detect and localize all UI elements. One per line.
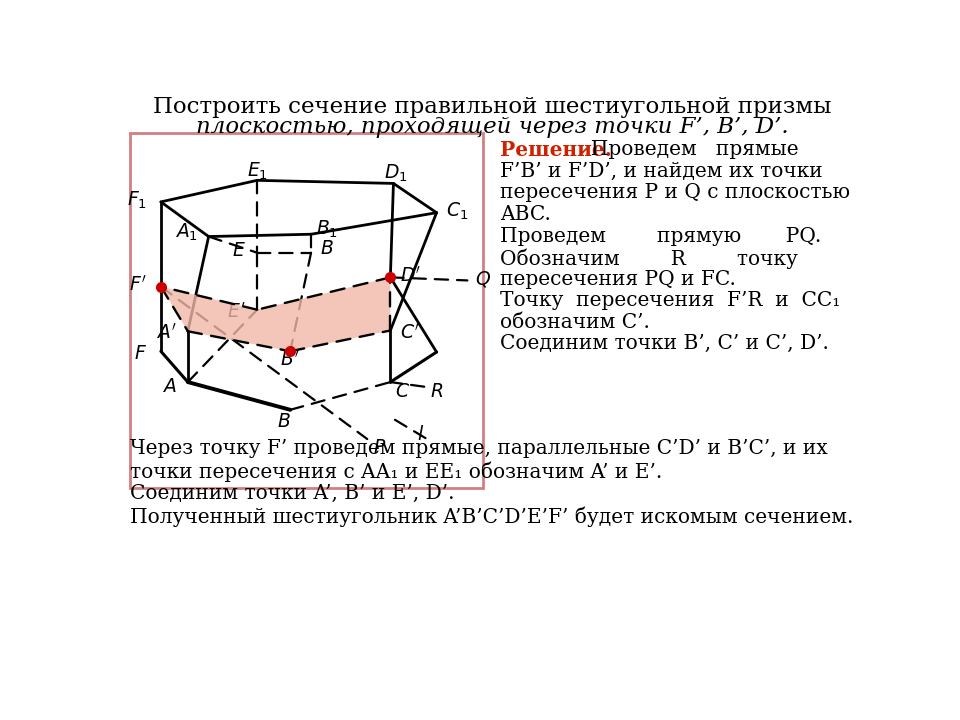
Text: $F'$: $F'$ [130,275,147,295]
Text: Проведем   прямые: Проведем прямые [578,140,799,159]
Text: $F$: $F$ [134,346,147,364]
Text: $B_1$: $B_1$ [317,219,339,240]
Text: обозначим C’.: обозначим C’. [500,312,650,332]
Text: Обозначим        R        точку: Обозначим R точку [500,248,798,269]
Text: $F_1$: $F_1$ [127,189,147,211]
Text: точки пересечения с AA₁ и EE₁ обозначим A’ и E’.: точки пересечения с AA₁ и EE₁ обозначим … [131,462,662,482]
Text: $D'$: $D'$ [399,266,420,286]
Text: $Q$: $Q$ [475,269,492,289]
Polygon shape [161,277,391,351]
Text: $D_1$: $D_1$ [384,163,408,184]
Text: Проведем        прямую       PQ.: Проведем прямую PQ. [500,227,821,246]
Text: Соединим точки A’, B’ и E’, D’.: Соединим точки A’, B’ и E’, D’. [131,484,455,503]
Text: пересечения PQ и FC.: пересечения PQ и FC. [500,270,735,289]
Text: $C$: $C$ [395,383,410,401]
Text: $R$: $R$ [430,383,444,401]
Text: $A$: $A$ [162,378,177,396]
Text: $B'$: $B'$ [280,350,300,370]
Text: Через точку F’ проведем прямые, параллельные C’D’ и B’C’, и их: Через точку F’ проведем прямые, параллел… [131,439,828,458]
Text: $E$: $E$ [231,242,246,260]
Text: Точку  пересечения  F’R  и  CC₁: Точку пересечения F’R и CC₁ [500,291,840,310]
Text: Решение.: Решение. [500,140,612,161]
Text: Полученный шестиугольник A’B’C’D’E’F’ будет искомым сечением.: Полученный шестиугольник A’B’C’D’E’F’ бу… [131,506,853,526]
Text: ABC.: ABC. [500,205,551,224]
Text: пересечения P и Q с плоскостью: пересечения P и Q с плоскостью [500,184,850,202]
Text: $A_1$: $A_1$ [175,222,198,243]
Text: $B$: $B$ [277,413,291,431]
Text: $C'$: $C'$ [399,323,420,343]
Text: $l$: $l$ [417,425,423,444]
Text: $P$: $P$ [372,439,386,457]
Text: $E'$: $E'$ [227,301,246,321]
Bar [131,132,483,488]
Text: $C_1$: $C_1$ [445,200,468,222]
Text: Соединим точки B’, C’ и C’, D’.: Соединим точки B’, C’ и C’, D’. [500,334,828,354]
Text: Построить сечение правильной шестиугольной призмы: Построить сечение правильной шестиугольн… [153,96,831,117]
Text: F’B’ и F’D’, и найдем их точки: F’B’ и F’D’, и найдем их точки [500,162,823,181]
Text: $E_1$: $E_1$ [247,161,268,181]
Text: $A'$: $A'$ [156,323,177,343]
Text: плоскостью, проходящей через точки F’, B’, D’.: плоскостью, проходящей через точки F’, B… [196,116,788,138]
Text: $B$: $B$ [321,240,334,258]
